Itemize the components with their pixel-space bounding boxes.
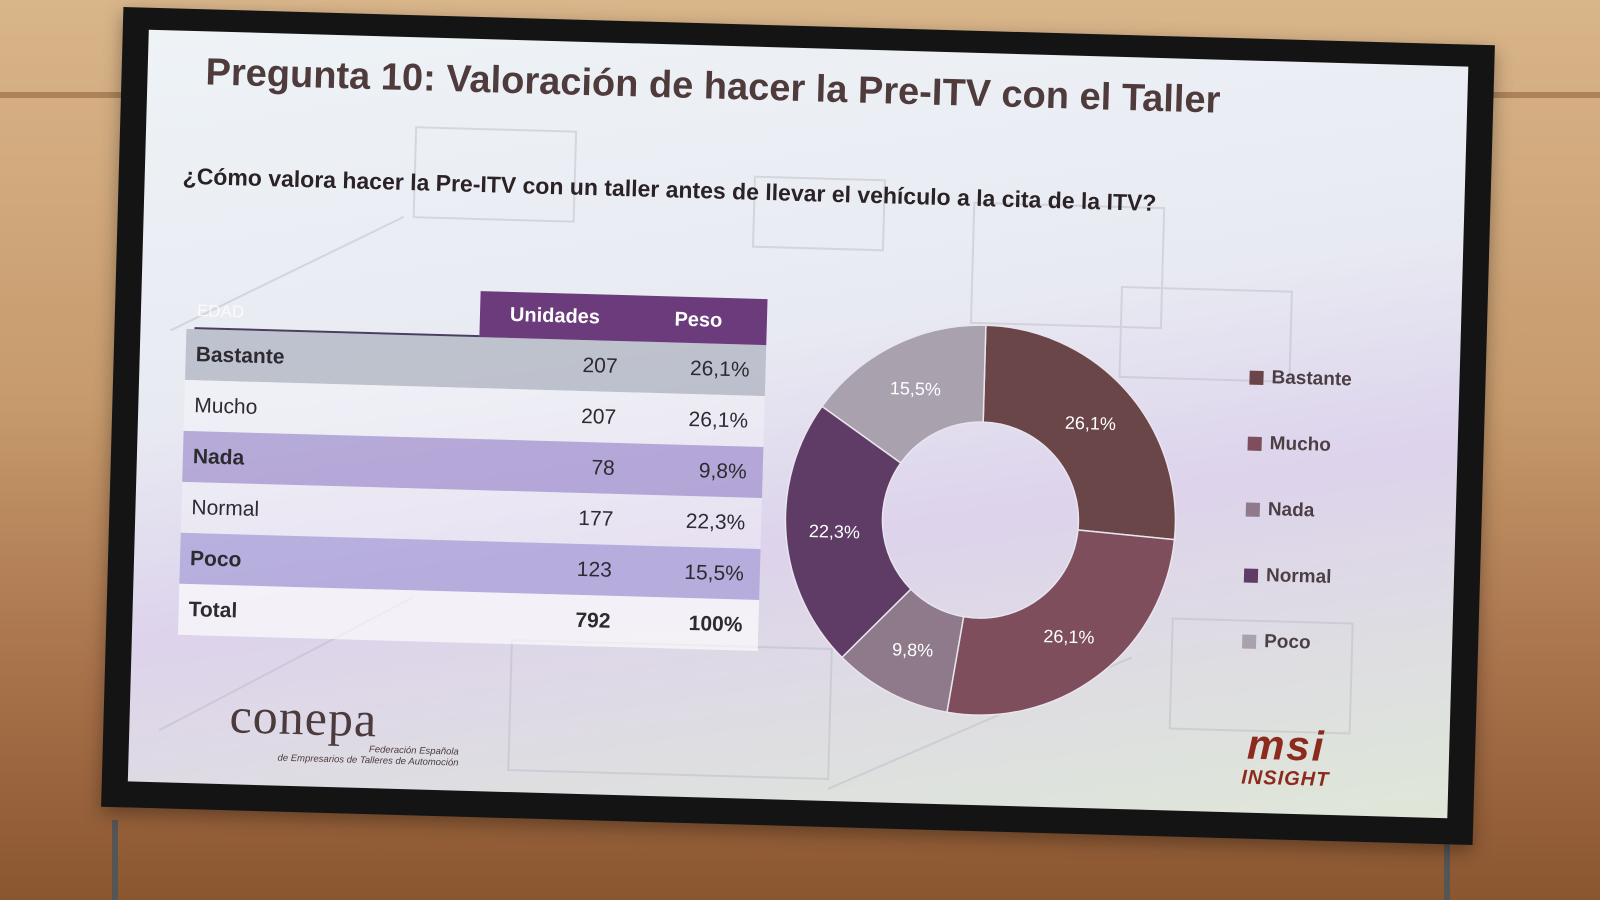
donut-slice-mucho [946,529,1176,716]
legend-item-nada: Nada [1245,477,1349,546]
msi-insight-logo: msi INSIGHT [1220,720,1352,792]
total-units: 792 [575,608,611,633]
legend-label: Bastante [1271,367,1353,391]
row-units: 123 [576,557,613,582]
row-label: Normal [191,495,260,521]
row-units: 207 [580,404,617,429]
data-label-nada: 9,8% [892,639,934,660]
row-units: 207 [582,353,618,378]
legend-swatch [1243,568,1259,583]
row-weight: 9,8% [698,458,748,484]
legend-swatch [1241,634,1257,649]
survey-question: ¿Cómo valora hacer la Pre-ITV con un tal… [182,162,1157,216]
legend-swatch [1249,370,1264,385]
data-label-poco: 15,5% [890,378,942,399]
total-label: Total [188,597,238,622]
conepa-logo: conepa Federación Española de Empresario… [228,687,460,768]
slide: Pregunta 10: Valoración de hacer la Pre-… [127,29,1469,819]
row-units: 177 [577,506,614,531]
row-weight: 26,1% [688,407,749,433]
total-weight: 100% [688,611,743,637]
legend-label: Mucho [1269,433,1332,456]
row-label: Bastante [195,342,285,369]
conepa-wordmark: conepa [228,687,379,748]
row-label: Poco [189,546,242,572]
legend-item-normal: Normal [1243,543,1347,612]
msi-insight-text: INSIGHT [1240,766,1330,791]
data-label-normal: 22,3% [809,521,861,542]
header-units: Unidades [509,303,601,328]
legend-label: Nada [1267,499,1315,522]
legend-swatch [1247,436,1262,451]
donut-slice-poco [821,324,987,465]
row-weight: 26,1% [689,356,750,382]
chart-legend: Bastante Mucho Nada Normal Poco [1241,345,1352,678]
results-table: EDAD Unidades Peso Bastante 207 26,1% Mu… [177,283,768,651]
projection-screen: Pregunta 10: Valoración de hacer la Pre-… [101,7,1495,845]
header-weight: Peso [674,308,723,332]
screen-stand-right [1444,820,1450,900]
legend-item-poco: Poco [1241,608,1345,677]
slide-title: Pregunta 10: Valoración de hacer la Pre-… [205,51,1221,122]
row-units: 78 [591,455,616,480]
msi-wordmark: msi [1246,720,1327,770]
donut-chart: 26,1% 26,1% 9,8% 22,3% 15,5% [784,324,1177,716]
legend-item-bastante: Bastante [1249,345,1353,414]
header-band: Unidades Peso [479,291,768,346]
data-label-mucho: 26,1% [1043,626,1095,647]
screen-stand-left [112,820,118,900]
faded-header-label: EDAD [196,301,245,322]
legend-swatch [1245,502,1261,517]
legend-item-mucho: Mucho [1247,411,1351,480]
legend-label: Normal [1265,565,1332,588]
row-label: Nada [192,444,245,470]
donut-slice-normal [784,405,912,659]
row-weight: 15,5% [684,560,745,586]
data-label-bastante: 26,1% [1065,413,1117,434]
legend-label: Poco [1263,631,1311,654]
row-weight: 22,3% [685,509,746,535]
row-label: Mucho [194,393,258,419]
donut-slice-bastante [982,324,1177,541]
